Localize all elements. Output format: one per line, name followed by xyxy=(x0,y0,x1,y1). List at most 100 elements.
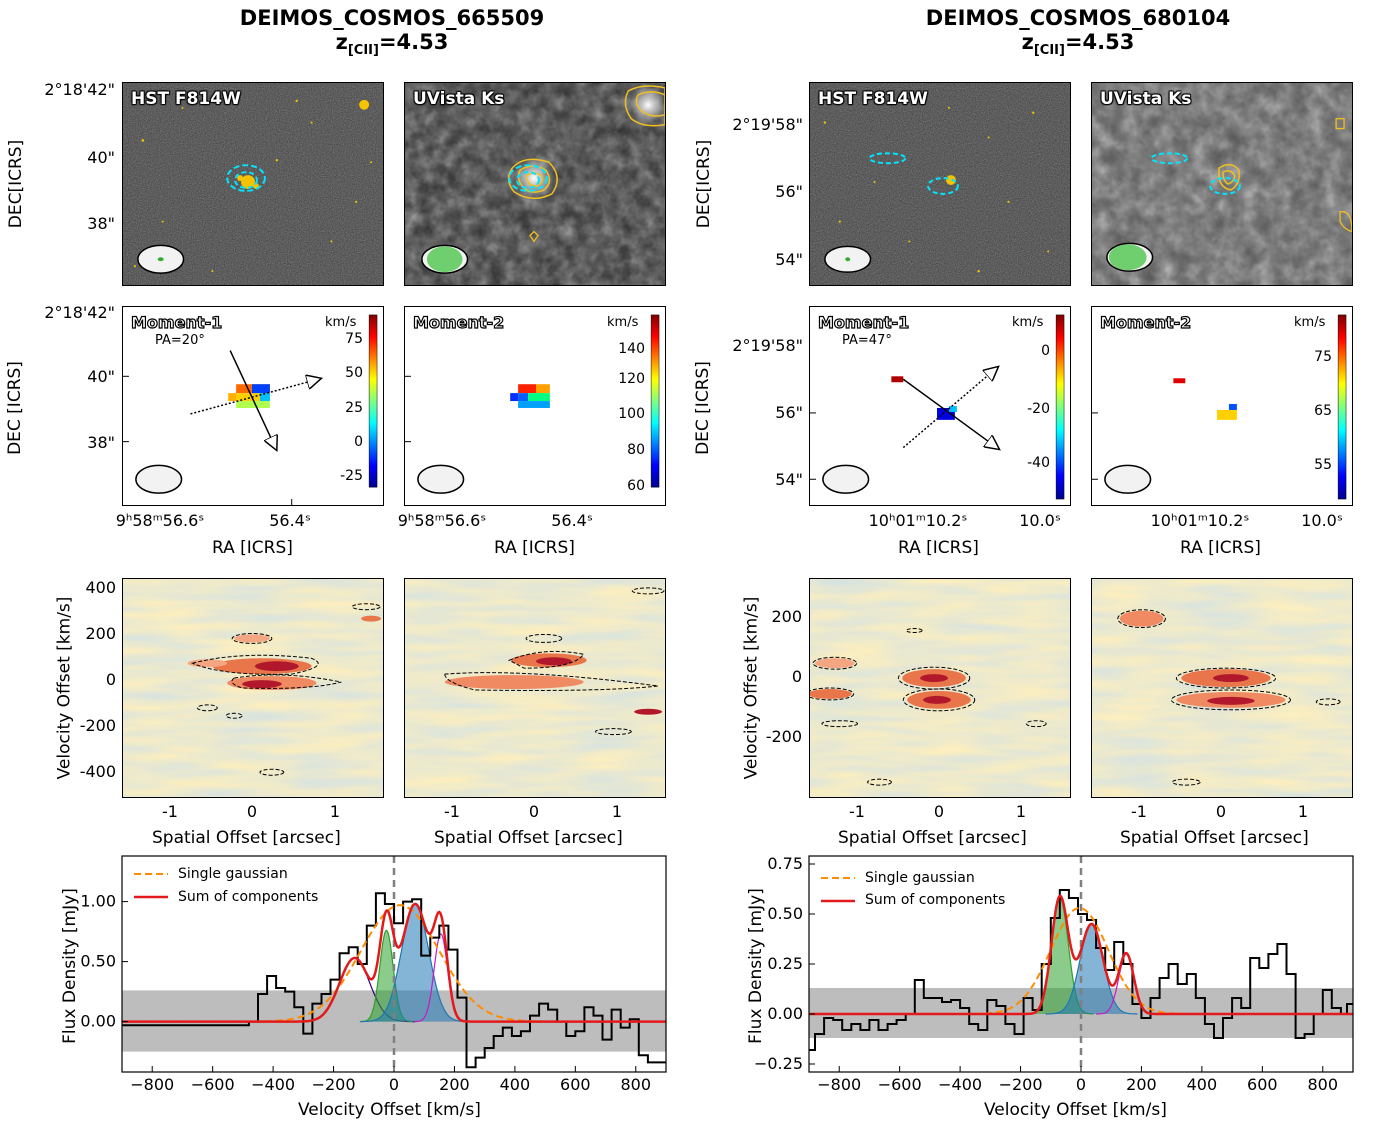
left-dec-tick: 40" xyxy=(87,367,115,386)
right-pv-diagram-2 xyxy=(1091,578,1353,798)
y-tick-label: 0.25 xyxy=(767,954,803,973)
cb-tick: -40 xyxy=(1027,455,1050,471)
left-pv-diagram-2 xyxy=(404,578,666,798)
moment2-label: Moment-2 xyxy=(1099,312,1192,332)
left-dec-tick: 38" xyxy=(87,214,115,233)
pv-x-tick: 0 xyxy=(246,802,258,821)
pv-x-tick: 0 xyxy=(528,802,540,821)
x-tick-label: 600 xyxy=(560,1075,591,1094)
spatial-offset-label: Spatial Offset [arcsec] xyxy=(152,828,341,848)
right-uvista-image: UVista Ks xyxy=(1091,82,1353,286)
cb-tick: 140 xyxy=(618,341,645,357)
y-tick-label: 0.50 xyxy=(767,904,803,923)
right-dec-tick: 56" xyxy=(775,403,803,422)
hst-label: HST F814W xyxy=(131,89,241,109)
left-dec-tick: 2°18'42" xyxy=(44,303,115,322)
right-dec-tick: 54" xyxy=(775,250,803,269)
legend-sum-components: Sum of components xyxy=(178,889,319,905)
pv-y-tick: 200 xyxy=(85,624,116,643)
left-uvista-image: UVista Ks xyxy=(404,82,666,286)
right-moment2-map: Moment-2 km/s 75 65 55 xyxy=(1091,306,1353,506)
hst-label: HST F814W xyxy=(818,89,928,109)
cb-tick: -25 xyxy=(340,468,363,484)
cb-tick: 0 xyxy=(1041,343,1050,359)
pv-y-tick: 400 xyxy=(85,578,116,597)
left-ra-tick: 56.4ˢ xyxy=(269,511,311,530)
x-tick-label: −200 xyxy=(999,1075,1043,1094)
x-tick-label: 600 xyxy=(1247,1075,1278,1094)
right-pv-diagram xyxy=(809,578,1071,798)
right-dec-tick: 56" xyxy=(775,182,803,201)
pv-y-tick: -400 xyxy=(79,762,116,781)
moment1-label: Moment-1 xyxy=(817,312,910,332)
kms-label: km/s xyxy=(607,315,639,330)
right-hst-image: HST F814W xyxy=(809,82,1071,286)
left-dec-tick: 38" xyxy=(87,433,115,452)
legend-single-gaussian: Single gaussian xyxy=(865,870,975,886)
moment2-label: Moment-2 xyxy=(412,312,505,332)
left-ra-tick: 56.4ˢ xyxy=(551,511,593,530)
y-tick-label: −0.25 xyxy=(754,1054,803,1073)
cb-tick: 50 xyxy=(345,365,363,381)
kms-label: km/s xyxy=(1012,315,1044,330)
ra-axis-label: RA [ICRS] xyxy=(898,538,979,558)
left-hst-image: HST F814W xyxy=(122,82,384,286)
right-target-name: DEIMOS_COSMOS_680104 xyxy=(925,6,1231,30)
component-fill xyxy=(359,930,413,1022)
spectrum-line xyxy=(809,889,1353,1051)
spatial-offset-label: Spatial Offset [arcsec] xyxy=(434,828,623,848)
right-redshift: z[CII]=4.53 xyxy=(1021,30,1135,59)
left-spectrum-chart: −800 −600 −400 −200 0 200 400 600 800 0.00 0.50 1.0… xyxy=(80,855,667,1094)
kms-label: km/s xyxy=(325,315,357,330)
pv-y-tick: -200 xyxy=(765,727,802,746)
cb-tick: 80 xyxy=(627,442,645,458)
uvista-label: UVista Ks xyxy=(1100,89,1192,109)
moment1-label: Moment-1 xyxy=(130,312,223,332)
legend-single-gaussian: Single gaussian xyxy=(178,866,288,882)
x-tick-label: −400 xyxy=(251,1075,295,1094)
left-pv-diagram xyxy=(122,578,384,798)
left-velocity-x-label: Velocity Offset [km/s] xyxy=(298,1100,481,1120)
left-dec-tick: 40" xyxy=(87,148,115,167)
right-ra-tick: 10ʰ01ᵐ10.2ˢ xyxy=(1150,511,1250,530)
right-ra-tick: 10ʰ01ᵐ10.2ˢ xyxy=(868,511,968,530)
sum-components-curve xyxy=(122,902,666,1023)
left-redshift: z[CII]=4.53 xyxy=(335,30,449,59)
x-tick-label: 200 xyxy=(1126,1075,1157,1094)
legend-sum-components: Sum of components xyxy=(865,892,1006,908)
cb-tick: 75 xyxy=(1314,349,1332,365)
left-flux-label: Flux Density [mJy] xyxy=(59,888,80,1044)
kms-label: km/s xyxy=(1294,315,1326,330)
pv-y-tick: 200 xyxy=(771,607,802,626)
right-ra-tick: 10.0ˢ xyxy=(1301,511,1343,530)
x-tick-label: −800 xyxy=(817,1075,861,1094)
right-velocity-x-label: Velocity Offset [km/s] xyxy=(984,1100,1167,1120)
left-dec-tick: 2°18'42" xyxy=(44,80,115,99)
left-target-name: DEIMOS_COSMOS_665509 xyxy=(239,6,545,30)
pv-x-tick: -1 xyxy=(444,802,460,821)
pv-x-tick: 1 xyxy=(1015,802,1027,821)
cb-tick: 60 xyxy=(627,478,645,494)
pv-x-tick: 1 xyxy=(611,802,623,821)
cb-tick: 25 xyxy=(345,400,363,416)
cb-tick: 75 xyxy=(345,331,363,347)
component-fill xyxy=(360,904,470,1022)
cb-tick: 0 xyxy=(354,434,363,450)
x-tick-label: −200 xyxy=(312,1075,356,1094)
right-title: DEIMOS_COSMOS_680104 z[CII]=4.53 xyxy=(798,6,1358,63)
y-tick-label: 0.00 xyxy=(767,1004,803,1023)
spectrum-line xyxy=(122,892,666,1069)
y-tick-label: 1.00 xyxy=(80,892,116,911)
cb-tick: 55 xyxy=(1314,457,1332,473)
pv-y-tick: 0 xyxy=(791,667,802,686)
x-tick-label: −400 xyxy=(938,1075,982,1094)
ra-axis-label: RA [ICRS] xyxy=(212,538,293,558)
x-tick-label: 200 xyxy=(439,1075,470,1094)
pv-x-tick: -1 xyxy=(1131,802,1147,821)
x-tick-label: 800 xyxy=(621,1075,652,1094)
y-tick-label: 0.50 xyxy=(80,952,116,971)
right-flux-label: Flux Density [mJy] xyxy=(745,888,766,1044)
ra-axis-label: RA [ICRS] xyxy=(494,538,575,558)
pv-x-tick: 0 xyxy=(933,802,945,821)
cb-tick: 65 xyxy=(1314,403,1332,419)
